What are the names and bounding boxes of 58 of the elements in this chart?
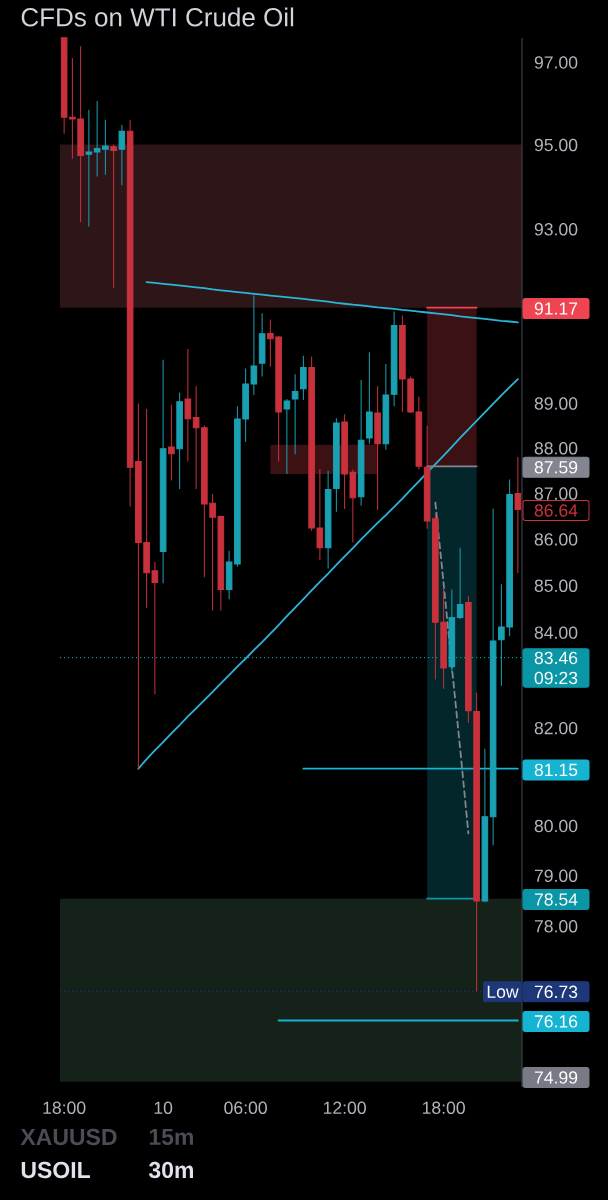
annotation: Low	[487, 985, 519, 998]
y-tick-label: 78.00	[534, 920, 578, 933]
candlestick	[184, 348, 192, 462]
y-tick-label: 86.00	[534, 533, 578, 546]
x-tick-label: 18:00	[422, 1101, 465, 1114]
line-series	[434, 501, 470, 835]
band-label: 74.99	[534, 1071, 578, 1084]
ref-line-label: 76.73	[534, 985, 578, 999]
candlestick	[366, 351, 373, 445]
text: USOIL	[21, 1161, 90, 1179]
y-tick-label: 95.00	[534, 138, 578, 152]
text: 30m	[148, 1161, 193, 1179]
text: 15m	[149, 1128, 193, 1146]
data-label: 76.16	[534, 1015, 578, 1028]
candlestick	[448, 588, 456, 674]
ref-line-label: 83.46 09:23	[534, 651, 578, 685]
y-tick-label: 88.00	[534, 442, 578, 455]
y-tick-label: 89.00	[534, 397, 578, 410]
candlestick	[333, 417, 340, 513]
candlestick	[489, 508, 497, 846]
y-tick-label: 85.00	[534, 579, 578, 592]
y-tick-label: 78.54	[534, 893, 578, 906]
candlestick	[258, 312, 266, 377]
candlestick	[456, 547, 464, 620]
candlestick	[357, 379, 365, 507]
data-label: 81.15	[534, 763, 578, 777]
x-tick-label: 06:00	[224, 1101, 267, 1114]
candlestick	[168, 404, 175, 481]
y-tick-label: 93.00	[534, 223, 578, 236]
candlestick	[382, 363, 390, 451]
y-tick-label: 82.00	[534, 721, 578, 735]
text: XAUUSD	[20, 1128, 117, 1146]
candlestick	[283, 398, 291, 475]
x-tick-label: 18:00	[43, 1101, 86, 1114]
candlestick	[465, 595, 472, 724]
chart-title: CFDs on WTI Crude Oil	[21, 7, 294, 27]
candlestick	[291, 373, 299, 455]
y-tick-label: 97.00	[534, 56, 578, 69]
candlestick	[324, 470, 332, 569]
text: 86.64	[534, 504, 578, 517]
y-tick-label: 79.00	[534, 869, 578, 883]
x-tick-label: 10	[154, 1101, 173, 1114]
x-tick-label: 12:00	[323, 1101, 366, 1114]
candlestick	[300, 355, 307, 401]
y-tick-label: 87.59	[534, 461, 578, 474]
candlestick	[390, 311, 398, 407]
candlestick	[374, 385, 381, 511]
candlestick	[118, 124, 126, 186]
candlestick	[473, 692, 480, 992]
candlestick	[85, 109, 93, 227]
y-tick-label: 87.00	[534, 487, 578, 500]
candlestick	[481, 748, 489, 903]
y-tick-label: 80.00	[534, 819, 578, 833]
y-tick-label: 91.17	[534, 302, 578, 315]
candlestick	[159, 359, 167, 584]
candlestick	[176, 392, 183, 490]
y-tick-label: 84.00	[534, 626, 578, 639]
candlestick	[110, 144, 117, 289]
